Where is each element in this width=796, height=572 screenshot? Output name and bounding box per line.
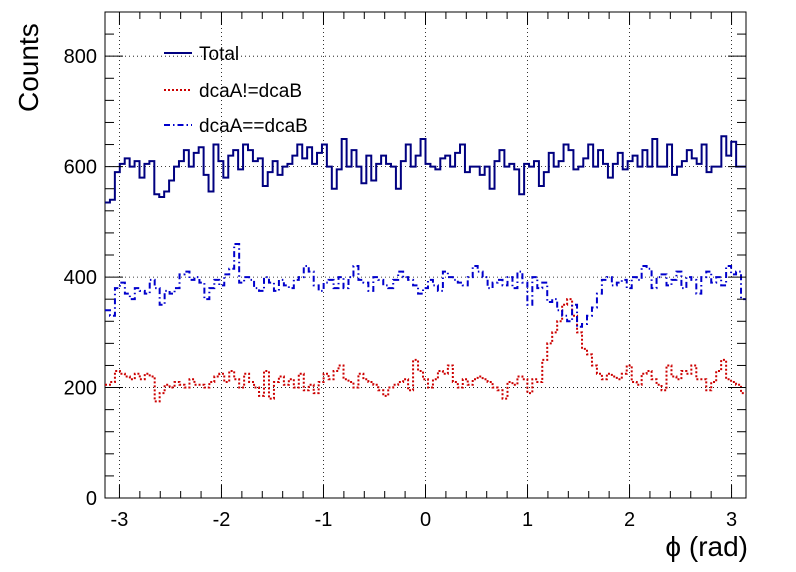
legend-label-1: dcaA!=dcaB bbox=[199, 81, 302, 102]
y-tick-label-0: 0 bbox=[86, 488, 97, 510]
x-tick-label-0: -3 bbox=[111, 509, 129, 531]
y-tick-label-4: 800 bbox=[64, 46, 97, 68]
legend: Total dcaA!=dcaB dcaA==dcaB bbox=[164, 44, 308, 137]
series-line-dcaa-dcab bbox=[105, 242, 746, 328]
y-tick-label-2: 400 bbox=[64, 267, 97, 289]
x-tick-label-1: -2 bbox=[213, 509, 231, 531]
series-line-dcaa-dcab bbox=[105, 298, 746, 403]
x-axis-title: ϕ (rad) bbox=[665, 531, 748, 562]
plot-frame bbox=[104, 11, 747, 499]
x-tick-label-5: 2 bbox=[624, 509, 635, 531]
series-group bbox=[105, 135, 746, 403]
y-tick-label-3: 600 bbox=[64, 157, 97, 179]
legend-label-0: Total bbox=[199, 44, 239, 65]
y-tick-label-1: 200 bbox=[64, 378, 97, 400]
x-tick-label-3: 0 bbox=[420, 509, 431, 531]
x-tick-label-4: 1 bbox=[522, 509, 533, 531]
series-line-total bbox=[105, 135, 746, 204]
x-tick-label-2: -1 bbox=[315, 509, 333, 531]
x-tick-label-6: 3 bbox=[726, 509, 737, 531]
axes: -3 -2 -1 0 1 2 3 0 200 400 600 800 bbox=[64, 12, 746, 531]
y-axis-title: Counts bbox=[13, 23, 44, 112]
legend-label-2: dcaA==dcaB bbox=[199, 116, 308, 137]
